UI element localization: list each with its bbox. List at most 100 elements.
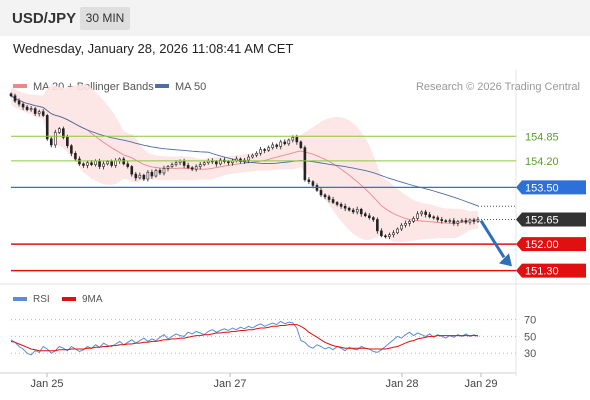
rsi-ma-legend-swatch (62, 297, 76, 301)
rsi-ma-legend-label: 9MA (82, 294, 103, 305)
level-last: 152.65 (478, 212, 586, 227)
candle-body (154, 170, 158, 177)
candle (416, 211, 419, 221)
candle (190, 166, 194, 172)
candle-body (343, 205, 347, 209)
candle-body (102, 163, 105, 167)
timeframe-button[interactable]: 30 MIN (80, 7, 130, 30)
candle-body (456, 221, 460, 224)
candle-body (384, 235, 387, 238)
candle (166, 165, 170, 172)
candle-body (400, 224, 403, 230)
candle (347, 206, 351, 212)
candle (86, 160, 89, 169)
price-plot (9, 84, 480, 243)
resistance-label: 154.85 (525, 131, 559, 143)
ma20-legend-swatch (13, 84, 27, 88)
candle-body (98, 160, 101, 167)
candle (380, 228, 383, 238)
candle (384, 234, 387, 239)
candle-body (424, 211, 427, 215)
candle-body (114, 160, 117, 166)
candle-body (45, 115, 49, 140)
time-tick-label: Jan 29 (464, 378, 497, 390)
candle (267, 145, 270, 152)
candle-body (174, 162, 178, 165)
candle (396, 227, 399, 235)
level-pivot: 153.50 (11, 180, 586, 195)
candle-body (146, 171, 150, 180)
candle-body (335, 202, 339, 205)
candle-body (37, 111, 41, 114)
candle-body (166, 166, 170, 169)
candle-body (287, 139, 291, 145)
candle-body (319, 190, 323, 196)
candle (335, 200, 339, 207)
candle-body (227, 161, 230, 164)
candle-body (106, 161, 109, 165)
candle-body (182, 160, 186, 166)
candle-body (392, 232, 395, 235)
candle-body (339, 204, 343, 207)
candle-body (215, 161, 218, 165)
candle (138, 172, 142, 180)
candle (49, 136, 53, 148)
pivot-tag (516, 180, 586, 195)
candle (130, 165, 134, 177)
candle (259, 146, 262, 156)
candle-body (255, 152, 258, 156)
candle (41, 108, 45, 117)
rsi-legend-label: RSI (33, 294, 50, 305)
candle (472, 217, 476, 225)
rsi-legend-swatch (13, 297, 27, 301)
candle-body (283, 141, 287, 145)
candle-body (408, 221, 411, 224)
candle (287, 138, 291, 146)
candle (45, 113, 49, 141)
pivot-label: 153.50 (525, 182, 559, 194)
candle-body (275, 144, 279, 147)
candle-body (468, 219, 472, 223)
candle (70, 144, 73, 157)
candle-body (122, 158, 126, 165)
candle (432, 215, 436, 220)
candle-body (388, 234, 391, 237)
candle (355, 206, 359, 215)
candle-body (194, 166, 198, 170)
candle (420, 210, 423, 217)
candle (452, 218, 456, 226)
candle-body (138, 174, 142, 179)
support-tag (516, 237, 586, 252)
candle (62, 126, 65, 140)
rsi-ma-line (10, 324, 478, 352)
rsi-tick-label: 30 (524, 348, 536, 360)
candle-body (303, 147, 307, 181)
candle-body (58, 128, 61, 133)
candle-body (271, 144, 274, 148)
candle-body (380, 230, 383, 237)
resistance-label: 154.20 (525, 156, 559, 168)
candle (392, 230, 395, 238)
candle (154, 168, 158, 178)
candle-body (202, 162, 206, 165)
candle-body (78, 158, 81, 165)
time-tick-label: Jan 25 (30, 378, 63, 390)
last-price-label: 152.65 (525, 215, 559, 227)
timestamp: Wednesday, January 28, 2026 11:08:41 AM … (13, 41, 294, 56)
candle (170, 162, 174, 169)
candle-body (90, 162, 93, 165)
forecast-arrow-head (499, 253, 512, 267)
candle-body (311, 181, 315, 186)
candle (198, 161, 202, 170)
candle-body (190, 167, 194, 170)
candle (319, 187, 323, 197)
candle (219, 158, 222, 166)
candle-body (259, 149, 262, 154)
candle (359, 207, 363, 217)
candle (440, 216, 444, 224)
candle (412, 216, 415, 223)
ma50-legend-label: MA 50 (175, 81, 206, 93)
candle-body (307, 179, 311, 182)
candle (58, 127, 61, 134)
candle (263, 147, 266, 154)
